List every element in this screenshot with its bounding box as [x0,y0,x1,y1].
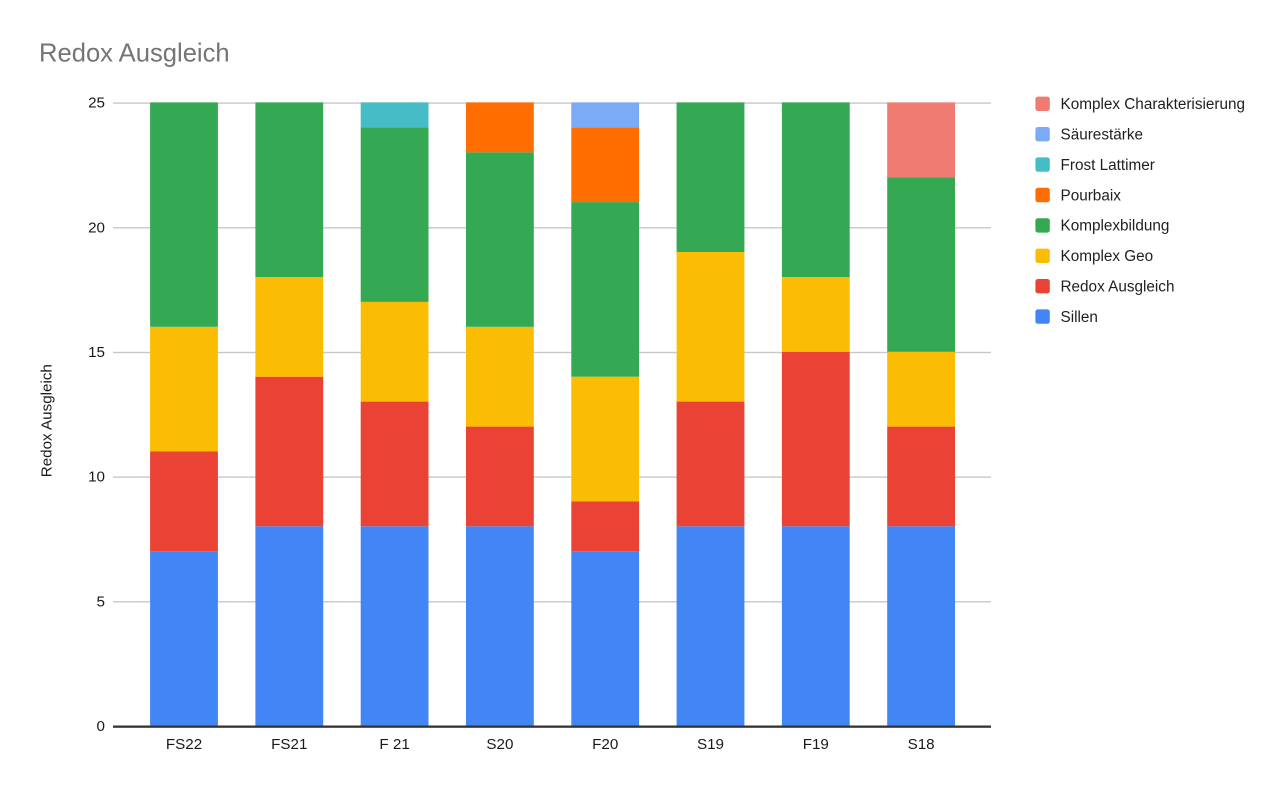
svg-text:Redox Ausgleich: Redox Ausgleich [1061,279,1175,296]
svg-text:S19: S19 [697,736,724,753]
svg-text:Komplex Charakterisierung: Komplex Charakterisierung [1061,96,1246,113]
svg-text:Pourbaix: Pourbaix [1061,187,1122,204]
svg-text:Redox Ausgleich: Redox Ausgleich [39,364,56,477]
svg-text:S18: S18 [908,736,935,753]
svg-text:25: 25 [88,95,105,112]
svg-text:15: 15 [88,344,105,361]
svg-text:Redox Ausgleich: Redox Ausgleich [39,39,230,67]
svg-text:Komplexbildung: Komplexbildung [1061,218,1170,235]
svg-text:FS22: FS22 [166,736,202,753]
svg-text:FS21: FS21 [271,736,307,753]
svg-text:5: 5 [97,593,105,610]
svg-text:20: 20 [88,219,105,236]
svg-text:F20: F20 [592,736,618,753]
svg-text:Komplex Geo: Komplex Geo [1061,248,1154,265]
svg-text:0: 0 [97,718,105,735]
svg-text:10: 10 [88,469,105,486]
svg-text:F19: F19 [803,736,829,753]
svg-text:F 21: F 21 [379,736,409,753]
svg-text:Frost Lattimer: Frost Lattimer [1061,157,1155,174]
svg-text:Säurestärke: Säurestärke [1061,127,1143,144]
svg-text:S20: S20 [486,736,513,753]
svg-text:Sillen: Sillen [1061,309,1098,326]
